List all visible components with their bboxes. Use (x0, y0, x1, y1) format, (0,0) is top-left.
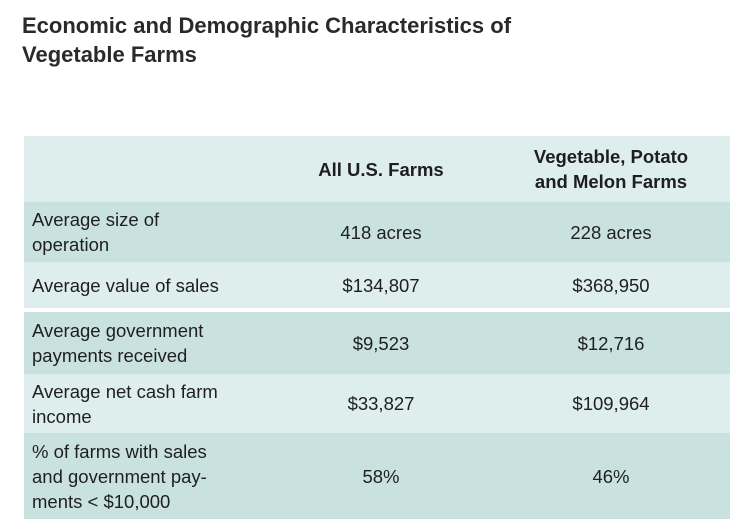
cell-vegetable: 228 acres (570, 221, 652, 243)
cell-all-us: 58% (362, 465, 400, 487)
cell-vegetable: $109,964 (572, 393, 650, 414)
row-label-line-1: % of farms with sales (32, 440, 207, 462)
row-label-line-2: income (32, 405, 92, 427)
table-row: Average government payments received $9,… (24, 308, 730, 374)
page-title: Economic and Demographic Characteristics… (22, 11, 702, 69)
header-vegetable-line-2: and Melon Farms (534, 171, 688, 192)
cell-all-us: $9,523 (270, 308, 492, 374)
row-label-line-2: and government pay- (32, 465, 207, 487)
cell-all-us: $134,807 (342, 274, 420, 296)
farm-characteristics-table: All U.S. Farms Vegetable, Potato and Mel… (24, 136, 730, 519)
row-label-line-1: Average size of (32, 209, 160, 230)
header-empty-cell (24, 136, 270, 202)
cell-all-us: $33,827 (347, 393, 415, 414)
row-label-line-3: ments < $10,000 (32, 490, 171, 512)
row-label-line-1: Average net cash farm (32, 380, 218, 402)
header-vegetable-farms: Vegetable, Potato and Melon Farms (492, 136, 730, 202)
row-label-line-1: Average government (32, 320, 204, 341)
table-row: Average size of operation 418 acres 228 … (24, 202, 730, 262)
cell-all-us: 418 acres (340, 221, 422, 243)
row-label: Average size of operation (24, 202, 270, 262)
row-label-line-2: operation (32, 234, 110, 255)
cell-vegetable: $368,950 (572, 274, 650, 296)
table-header-row: All U.S. Farms Vegetable, Potato and Mel… (24, 136, 730, 202)
row-label-line-2: payments received (32, 345, 188, 366)
row-label: Average value of sales (32, 274, 219, 296)
row-label: % of farms with sales and government pay… (24, 433, 270, 519)
cell-vegetable: $12,716 (492, 308, 730, 374)
table-row: Average value of sales $134,807 $368,950 (24, 262, 730, 310)
row-label: Average government payments received (24, 308, 270, 374)
table-row: % of farms with sales and government pay… (24, 433, 730, 519)
title-line-1: Economic and Demographic Characteristics… (22, 13, 512, 38)
table-row: Average net cash farm income $33,827 $10… (24, 374, 730, 433)
title-line-2: Vegetable Farms (22, 42, 197, 67)
cell-vegetable: 46% (592, 465, 630, 487)
row-label: Average net cash farm income (24, 374, 270, 433)
header-vegetable-line-1: Vegetable, Potato (533, 146, 689, 167)
header-all-us-farms: All U.S. Farms (318, 158, 444, 180)
